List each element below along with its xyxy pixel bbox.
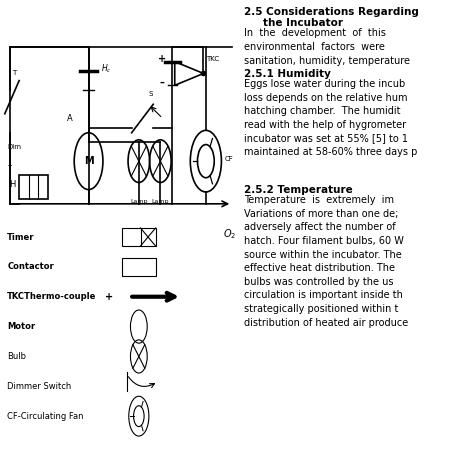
Text: 2.5 Considerations Regarding: 2.5 Considerations Regarding [244, 7, 419, 17]
Text: Lamp: Lamp [152, 199, 169, 204]
Text: Motor: Motor [7, 322, 35, 331]
Text: $H_c$: $H_c$ [100, 63, 111, 75]
Text: +: + [157, 54, 165, 64]
Text: 2.5.2 Temperature: 2.5.2 Temperature [244, 185, 353, 195]
Text: –: – [159, 78, 164, 88]
Text: Dimmer Switch: Dimmer Switch [7, 382, 72, 391]
Text: 2.5.1 Humidity: 2.5.1 Humidity [244, 69, 331, 79]
Text: H: H [9, 181, 15, 189]
Text: CF-Circulating Fan: CF-Circulating Fan [7, 412, 84, 420]
Text: $O_2$: $O_2$ [223, 228, 237, 241]
Text: Timer: Timer [7, 233, 35, 241]
Text: M: M [84, 156, 93, 166]
Text: A: A [66, 114, 73, 123]
Text: Bulb: Bulb [7, 352, 26, 361]
Text: Temperature  is  extremely  im
Variations of more than one de;
adversely affect : Temperature is extremely im Variations o… [244, 195, 408, 328]
Text: TKC: TKC [206, 56, 219, 62]
Bar [122, 228, 155, 246]
Text: In  the  development  of  this
environmental  factors  were
sanitation, humidity: In the development of this environmental… [244, 28, 410, 65]
Text: Eggs lose water during the incub
loss depends on the relative hum
hatching chamb: Eggs lose water during the incub loss de… [244, 79, 418, 157]
Bar [19, 175, 48, 199]
Text: TKCThermo-couple: TKCThermo-couple [7, 292, 97, 301]
Text: +: + [105, 292, 113, 302]
Text: –: – [7, 162, 11, 170]
Text: CF: CF [225, 156, 234, 162]
Text: T: T [12, 70, 17, 76]
Text: Lamp: Lamp [130, 199, 147, 204]
Text: the Incubator: the Incubator [263, 18, 343, 27]
Text: Contactor: Contactor [7, 263, 54, 271]
Text: Dim: Dim [7, 144, 21, 150]
Bar [122, 258, 155, 276]
Text: S: S [149, 91, 153, 97]
